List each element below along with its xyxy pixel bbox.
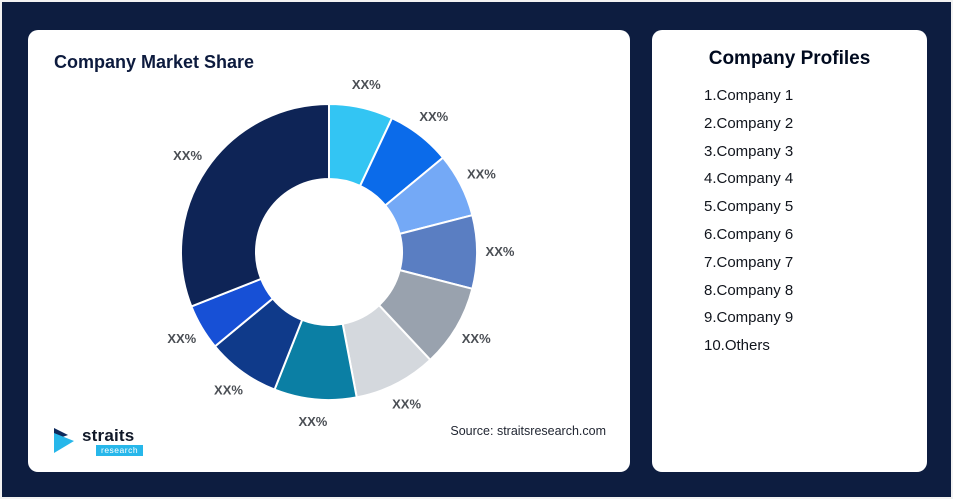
list-item: 9.Company 9 <box>704 309 794 327</box>
slice-label: XX% <box>419 109 448 124</box>
slice-label: XX% <box>462 331 491 346</box>
slice-label: XX% <box>214 382 243 397</box>
list-item: 4.Company 4 <box>704 170 794 188</box>
straits-research-logo: straits research <box>50 425 144 456</box>
chart-title: Company Market Share <box>54 52 255 72</box>
slice-label: XX% <box>352 77 381 92</box>
list-item: 7.Company 7 <box>704 253 794 271</box>
list-item: 1.Company 1 <box>704 87 794 104</box>
profiles-title: Company Profiles <box>708 48 871 69</box>
slice-label: XX% <box>173 148 202 163</box>
donut-slice-others <box>180 103 330 308</box>
list-item: 3.Company 3 <box>704 142 794 160</box>
list-item: 10.Others <box>704 337 770 355</box>
company-profiles-list: 1.Company 1 2.Company 2 3.Company 3 4.Co… <box>704 82 915 360</box>
logo-name: straits <box>82 425 135 445</box>
slice-label: XX% <box>392 396 421 411</box>
logo-text: straits research <box>82 425 144 456</box>
list-item: 8.Company 8 <box>704 281 794 299</box>
list-item: 5.Company 5 <box>704 198 794 216</box>
straits-logo-icon <box>54 428 74 454</box>
slice-label: XX% <box>486 244 515 259</box>
company-profiles-card: Company Profiles 1.Company 1 2.Company 2… <box>652 30 927 472</box>
slice-label: XX% <box>167 331 196 346</box>
logo-subtitle: research <box>96 444 144 456</box>
list-item: 2.Company 2 <box>704 114 794 132</box>
slice-label: XX% <box>467 166 496 181</box>
market-share-card: Company Market Share XX% XX% XX% XX% XX% XX% X… <box>28 30 630 472</box>
list-item: 6.Company 6 <box>704 225 794 243</box>
source-note: Source: straitsresearch.com <box>450 424 606 438</box>
market-share-donut-chart: XX% XX% XX% XX% XX% XX% XX% XX% XX% XX% <box>167 77 515 429</box>
slice-label: XX% <box>298 414 327 429</box>
